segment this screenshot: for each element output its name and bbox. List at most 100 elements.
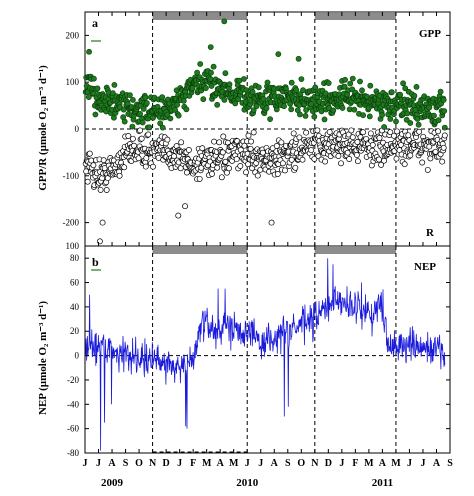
gpp-point bbox=[413, 84, 420, 90]
r-point bbox=[145, 131, 152, 138]
month-label: M bbox=[391, 458, 401, 469]
y-tick-label: 100 bbox=[66, 241, 80, 251]
gpp-point bbox=[381, 124, 387, 130]
r-point bbox=[175, 212, 182, 219]
r-point bbox=[279, 160, 286, 167]
month-label: D bbox=[325, 458, 332, 469]
month-label: J bbox=[258, 458, 263, 469]
r-point bbox=[233, 156, 240, 163]
panel-a-y-axis-label: GPP/R (µmole O₂ m⁻³ d⁻¹) bbox=[37, 65, 49, 191]
r-point bbox=[84, 178, 91, 185]
month-label: O bbox=[135, 458, 143, 469]
gpp-point bbox=[300, 87, 306, 94]
r-point bbox=[248, 138, 255, 145]
legend-gpp: GPP bbox=[419, 28, 441, 40]
gpp-point bbox=[126, 92, 133, 98]
gpp-point bbox=[249, 89, 256, 95]
gpp-point bbox=[129, 97, 136, 103]
gpp-point bbox=[393, 118, 399, 125]
month-label: S bbox=[285, 458, 291, 469]
gpp-point bbox=[129, 123, 136, 130]
r-point bbox=[185, 147, 192, 153]
r-point bbox=[311, 155, 318, 162]
gpp-point bbox=[260, 96, 267, 102]
gpp-point bbox=[388, 89, 395, 96]
r-point bbox=[250, 129, 257, 136]
gpp-point bbox=[85, 94, 92, 100]
gpp-point bbox=[194, 69, 200, 76]
panel-b-x-ticks bbox=[84, 449, 451, 453]
ice-bar bbox=[152, 247, 248, 254]
gpp-point bbox=[232, 100, 239, 107]
gpp-point bbox=[407, 120, 414, 126]
gpp-point bbox=[240, 76, 247, 82]
r-point bbox=[150, 163, 156, 170]
gpp-point bbox=[311, 113, 318, 120]
r-point bbox=[137, 127, 144, 134]
gpp-point bbox=[403, 116, 410, 123]
r-point bbox=[401, 161, 408, 168]
gpp-point bbox=[415, 121, 422, 128]
r-point bbox=[405, 132, 412, 139]
month-label: J bbox=[177, 458, 182, 469]
gpp-point bbox=[321, 116, 328, 123]
gpp-point bbox=[435, 117, 442, 124]
gpp-point bbox=[92, 111, 99, 118]
month-label: J bbox=[420, 458, 425, 469]
month-label: N bbox=[149, 458, 157, 469]
y-tick-label: 100 bbox=[66, 77, 80, 87]
series-nep-line bbox=[85, 258, 446, 451]
gpp-point bbox=[330, 107, 337, 114]
r-point bbox=[378, 161, 385, 168]
month-label: A bbox=[108, 458, 116, 469]
r-point bbox=[103, 187, 110, 193]
r-point bbox=[407, 152, 414, 159]
y-tick-label: -100 bbox=[63, 171, 80, 181]
panel-b-frame bbox=[84, 245, 451, 454]
gpp-point bbox=[379, 112, 385, 118]
gpp-point bbox=[288, 106, 295, 113]
gpp-point bbox=[221, 97, 228, 103]
r-point bbox=[99, 219, 106, 226]
gpp-point bbox=[366, 113, 373, 120]
panel-a-ice-bars bbox=[152, 13, 396, 20]
gpp-point bbox=[221, 18, 228, 25]
gpp-point bbox=[110, 90, 116, 97]
month-label: A bbox=[379, 458, 387, 469]
gpp-point bbox=[222, 70, 229, 77]
gpp-point bbox=[263, 105, 270, 112]
panel-b-period-lines bbox=[152, 246, 397, 453]
r-point bbox=[97, 186, 104, 193]
r-point bbox=[440, 144, 447, 151]
gpp-point bbox=[86, 48, 92, 55]
y-tick-label: 0 bbox=[75, 351, 80, 361]
gpp-point bbox=[440, 97, 447, 103]
r-point bbox=[211, 138, 218, 145]
gpp-point bbox=[287, 100, 293, 107]
r-point bbox=[125, 133, 132, 139]
gpp-point bbox=[172, 107, 178, 113]
gpp-point bbox=[143, 100, 150, 106]
y-tick-label: -40 bbox=[67, 399, 79, 409]
gpp-point bbox=[175, 112, 182, 119]
gpp-point bbox=[210, 63, 217, 70]
panel-a-x-ticks bbox=[84, 12, 451, 246]
gpp-point bbox=[298, 76, 305, 82]
gpp-point bbox=[303, 107, 309, 113]
r-point bbox=[121, 164, 128, 171]
gpp-point bbox=[183, 106, 190, 113]
month-label: S bbox=[447, 458, 453, 469]
gpp-point bbox=[159, 124, 166, 131]
r-point bbox=[273, 143, 280, 149]
year-labels: 2009 2010 2011 bbox=[101, 477, 393, 489]
r-point bbox=[282, 167, 288, 174]
month-label: F bbox=[352, 458, 358, 469]
r-point bbox=[209, 170, 215, 177]
month-label: J bbox=[96, 458, 101, 469]
month-label: A bbox=[271, 458, 279, 469]
month-label: M bbox=[229, 458, 239, 469]
panel-b-y-axis: -80 -60 -40 -20 0 20 40 60 80 bbox=[67, 253, 450, 458]
panel-b: -80 -60 -40 -20 0 20 40 60 80 b NEP NEP (µmole O… bbox=[37, 245, 451, 458]
gpp-point bbox=[360, 112, 366, 119]
r-point bbox=[345, 131, 352, 138]
